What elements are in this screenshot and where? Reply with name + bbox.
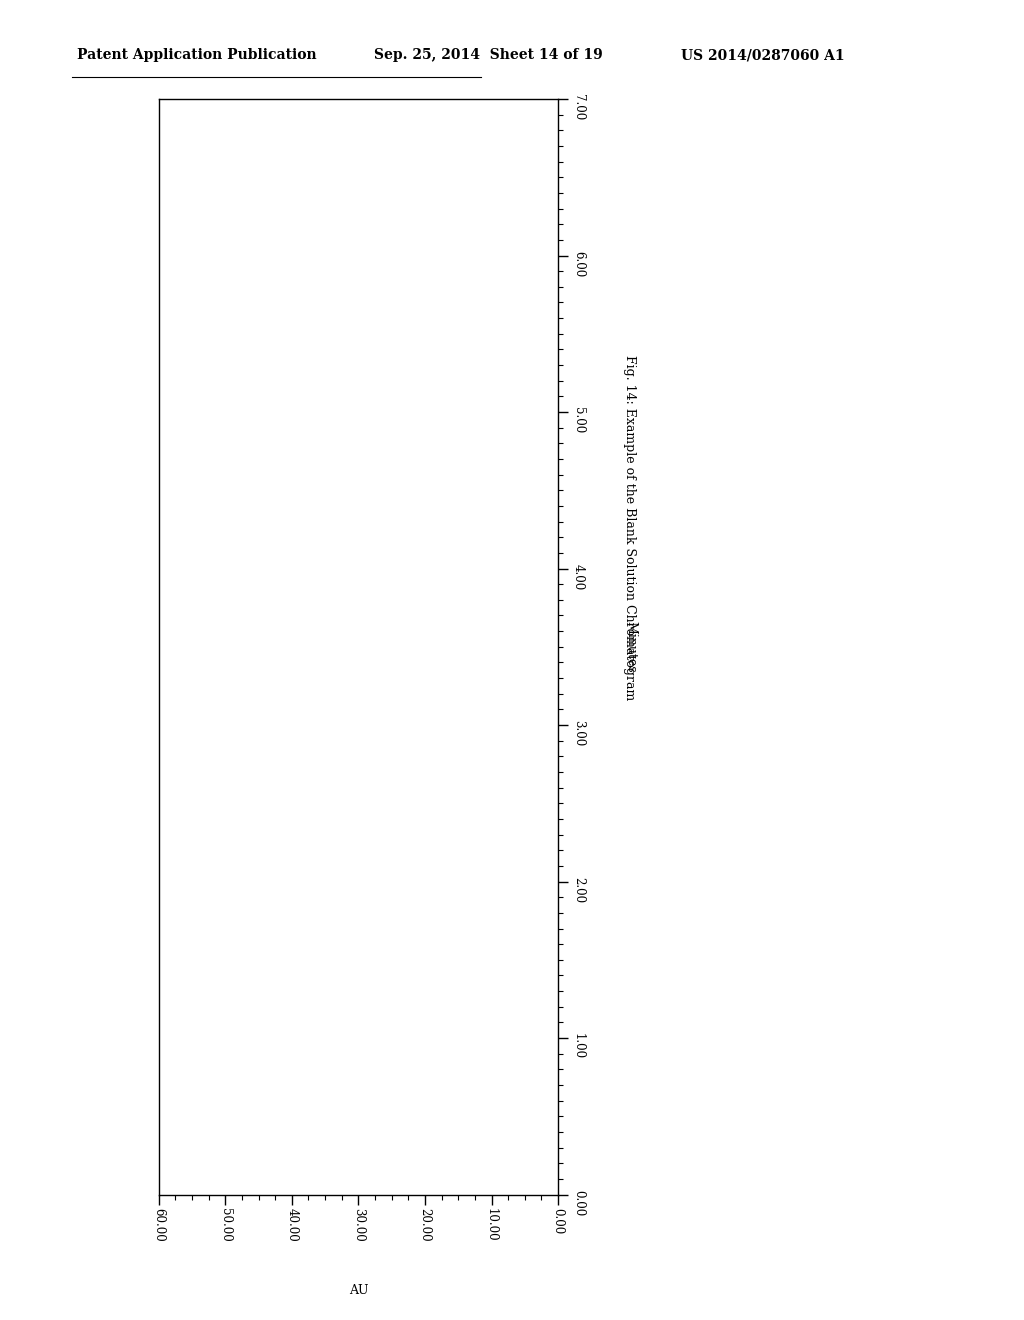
X-axis label: AU: AU (348, 1284, 369, 1298)
Text: Fig. 14: Example of the Blank Solution Chromatogram: Fig. 14: Example of the Blank Solution C… (624, 355, 636, 701)
Text: US 2014/0287060 A1: US 2014/0287060 A1 (681, 49, 845, 62)
Y-axis label: Minutes: Minutes (625, 620, 638, 673)
Text: Patent Application Publication: Patent Application Publication (77, 49, 316, 62)
Text: Sep. 25, 2014  Sheet 14 of 19: Sep. 25, 2014 Sheet 14 of 19 (374, 49, 602, 62)
